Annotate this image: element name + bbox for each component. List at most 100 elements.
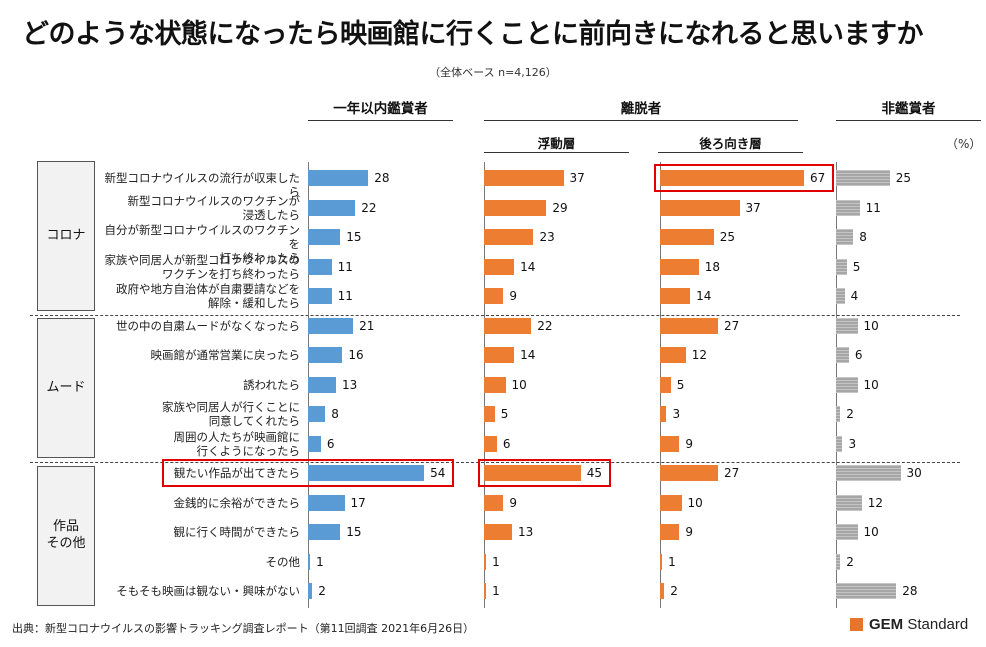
category-label: 家族や同居人が新型コロナウイルスの ワクチンを打ち終わったら	[104, 252, 301, 281]
data-label: 2	[670, 584, 678, 598]
bar	[660, 406, 667, 422]
data-label: 8	[859, 230, 867, 244]
bar	[836, 494, 862, 511]
bar	[484, 494, 504, 511]
bar	[308, 317, 354, 334]
category-label: 家族や同居人が行くことに 同意してくれたら	[162, 400, 300, 428]
data-label: 23	[539, 230, 555, 244]
data-label: 9	[685, 525, 693, 539]
bar	[836, 258, 847, 275]
data-label: 6	[854, 348, 863, 362]
header-group: 離脱者	[620, 101, 662, 117]
bar	[484, 170, 564, 186]
bar	[308, 465, 425, 481]
bar	[836, 288, 845, 304]
highlight-box	[478, 459, 611, 487]
data-label: 11	[337, 259, 353, 274]
bar	[308, 406, 326, 422]
data-label: 10	[863, 377, 879, 392]
bar	[660, 258, 699, 275]
group-mood: ムード	[37, 318, 95, 458]
data-label: 45	[586, 466, 603, 480]
bar	[660, 317, 719, 334]
data-label: 10	[687, 495, 703, 510]
data-label: 27	[724, 318, 740, 333]
data-label: 15	[346, 230, 362, 244]
header-col2-line	[484, 152, 629, 153]
data-label: 28	[374, 171, 390, 185]
bar	[308, 583, 313, 599]
category-label: 映画館が通常営業に戻ったら	[150, 348, 301, 362]
bar	[836, 170, 890, 186]
category-label: 観たい作品が出てきたら	[173, 466, 300, 480]
logo-text-bold: GEM	[869, 616, 904, 633]
data-label: 12	[867, 495, 884, 510]
data-label: 37	[569, 171, 585, 185]
category-label: 周囲の人たちが映画館に 行くようになったら	[173, 429, 301, 458]
bar	[308, 288, 332, 304]
data-label: 2	[318, 584, 326, 598]
data-label: 10	[511, 377, 527, 392]
bar	[660, 229, 714, 245]
bar	[660, 347, 686, 363]
data-label: 29	[552, 200, 568, 215]
header-col3: 後ろ向き層	[699, 136, 762, 151]
highlight-box	[162, 459, 455, 487]
group-divider	[30, 315, 960, 316]
data-label: 14	[520, 259, 536, 274]
bar	[484, 317, 532, 334]
category-label: 政府や地方自治体が自粛要請などを 解除・緩和したら	[116, 282, 300, 310]
bar	[308, 258, 332, 275]
data-label: 13	[341, 377, 358, 392]
data-label: 11	[865, 200, 881, 215]
bar	[836, 435, 843, 452]
bar	[484, 199, 547, 216]
category-label: 誘われたら	[243, 377, 300, 392]
logo-text: GEM Standard	[869, 616, 968, 633]
data-label: 54	[430, 466, 446, 480]
data-label: 6	[326, 436, 335, 451]
data-label: 9	[509, 495, 517, 510]
bar	[484, 524, 512, 540]
data-label: 18	[704, 259, 720, 274]
bar	[484, 583, 487, 599]
bar	[308, 494, 345, 511]
data-label: 5	[676, 377, 685, 392]
bar	[308, 524, 341, 540]
bar	[308, 347, 343, 363]
header-col4-line	[836, 120, 981, 121]
bar	[660, 524, 680, 540]
bar	[308, 229, 341, 245]
chart-subtitle: （全体ベース n=4,126）	[429, 66, 557, 79]
header-col1-line	[308, 120, 453, 121]
bar	[484, 465, 581, 481]
data-label: 22	[537, 318, 553, 333]
data-label: 37	[745, 200, 761, 215]
header-col4: 非鑑賞者	[881, 101, 936, 117]
data-label: 30	[906, 466, 922, 480]
data-label: 22	[361, 200, 377, 215]
category-label: 新型コロナウイルスのワクチンが 浸透したら	[127, 193, 301, 222]
bar	[836, 376, 858, 393]
data-label: 2	[846, 554, 854, 569]
bar	[660, 435, 680, 452]
data-label: 10	[863, 318, 879, 333]
data-label: 28	[902, 584, 918, 598]
data-label: 2	[846, 407, 854, 421]
bar	[308, 435, 321, 452]
bar	[836, 553, 841, 570]
data-label: 5	[852, 259, 861, 274]
bar	[308, 376, 336, 393]
data-label: 9	[509, 289, 517, 303]
data-label: 25	[895, 171, 912, 185]
header-col2: 浮動層	[537, 136, 576, 151]
category-label: 自分が新型コロナウイルスのワクチンを 打ち終わったら	[104, 223, 301, 265]
data-label: 8	[331, 407, 339, 421]
header-col1: 一年以内鑑賞者	[333, 101, 428, 117]
bar	[660, 583, 665, 599]
data-label: 25	[719, 230, 736, 244]
bar	[660, 288, 691, 304]
data-label: 1	[316, 554, 324, 569]
unit-label: （%）	[946, 137, 982, 151]
logo-square-icon	[850, 618, 863, 631]
